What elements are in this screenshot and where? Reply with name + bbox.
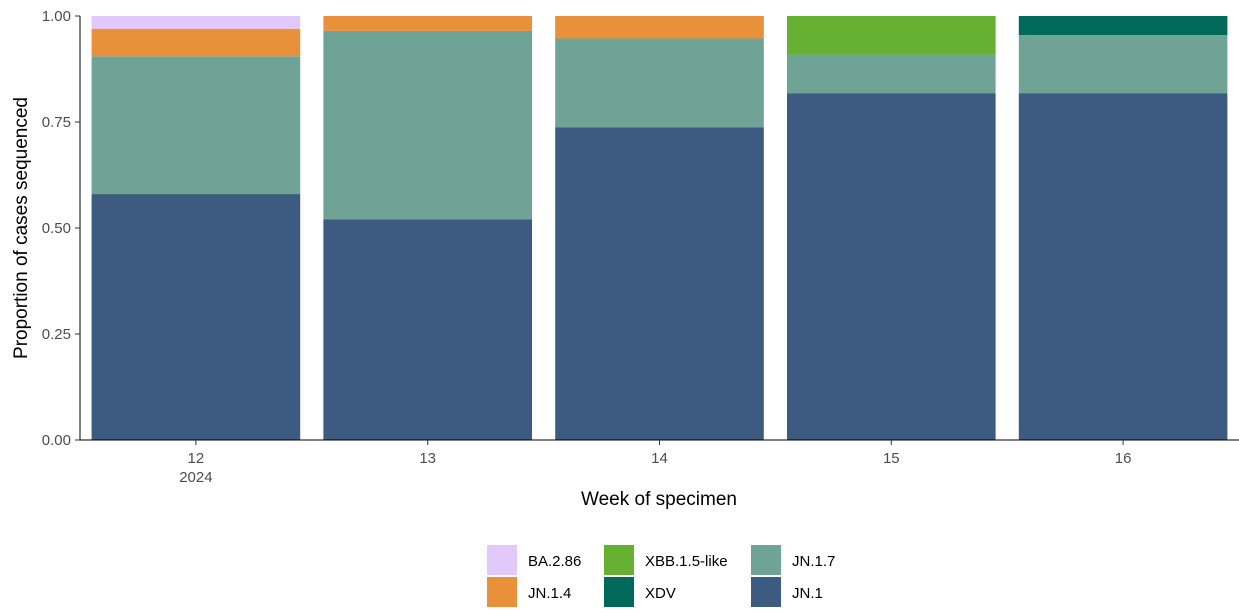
legend-key-xbb-1-5-like bbox=[604, 545, 634, 575]
bar-segment-jn-1-week-14 bbox=[555, 127, 764, 440]
bar-segment-jn-1-7-week-12 bbox=[91, 56, 301, 195]
bar-segment-jn-1-7-week-13 bbox=[323, 30, 533, 220]
bar-segment-jn-1-7-week-15 bbox=[786, 54, 996, 94]
x-tick-label: 13 bbox=[419, 450, 436, 467]
bar-segment-jn-1-week-16 bbox=[1018, 93, 1228, 441]
legend-label-jn-1-7: JN.1.7 bbox=[792, 553, 835, 570]
y-tick-label: 1.00 bbox=[42, 8, 71, 25]
legend-key-ba-2-86 bbox=[487, 545, 517, 575]
x-tick-label: 15 bbox=[883, 450, 900, 467]
y-tick-label: 0.75 bbox=[42, 114, 71, 131]
legend-key-jn-1-7 bbox=[751, 545, 781, 575]
legend-key-jn-1-4 bbox=[487, 577, 517, 607]
bar-segment-xbb-1-5-like-week-15 bbox=[786, 16, 996, 55]
y-axis-title: Proportion of cases sequenced bbox=[11, 97, 32, 359]
x-axis-title: Week of specimen bbox=[581, 489, 737, 510]
legend: BA.2.86 JN.1.4 XBB.1.5-like XDV JN.1.7 JN.1 bbox=[487, 545, 835, 607]
legend-key-xdv bbox=[604, 577, 634, 607]
legend-label-jn-1-4: JN.1.4 bbox=[528, 585, 571, 602]
bar-segment-jn-1-7-week-16 bbox=[1018, 35, 1228, 94]
legend-label-ba-2-86: BA.2.86 bbox=[528, 553, 581, 570]
x-tick-label: 14 bbox=[651, 450, 668, 467]
bar-segment-jn-1-week-13 bbox=[323, 219, 533, 440]
x-tick-label: 12 bbox=[188, 450, 205, 467]
x-ticks-layer: 12 2024 13 14 15 16 bbox=[179, 440, 1131, 486]
bar-segment-jn-1-4-week-12 bbox=[91, 28, 301, 57]
bars-layer bbox=[91, 16, 1228, 441]
bar-segment-ba-2-86-week-12 bbox=[91, 16, 301, 29]
legend-key-jn-1 bbox=[751, 577, 781, 607]
y-ticks-layer: 0.00 0.25 0.50 0.75 1.00 bbox=[42, 8, 80, 449]
bar-segment-xdv-week-16 bbox=[1018, 16, 1228, 36]
x-tick-sublabel: 2024 bbox=[179, 469, 212, 486]
bar-segment-jn-1-4-week-14 bbox=[555, 16, 764, 39]
legend-label-xdv: XDV bbox=[645, 585, 676, 602]
bar-segment-jn-1-week-15 bbox=[786, 93, 996, 441]
bar-segment-jn-1-7-week-14 bbox=[555, 38, 764, 128]
legend-label-xbb-1-5-like: XBB.1.5-like bbox=[645, 553, 728, 570]
bar-segment-jn-1-week-12 bbox=[91, 194, 301, 440]
bar-segment-jn-1-4-week-13 bbox=[323, 16, 533, 31]
y-tick-label: 0.00 bbox=[42, 432, 71, 449]
y-tick-label: 0.25 bbox=[42, 326, 71, 343]
x-tick-label: 16 bbox=[1115, 450, 1132, 467]
legend-label-jn-1: JN.1 bbox=[792, 585, 823, 602]
y-tick-label: 0.50 bbox=[42, 220, 71, 237]
